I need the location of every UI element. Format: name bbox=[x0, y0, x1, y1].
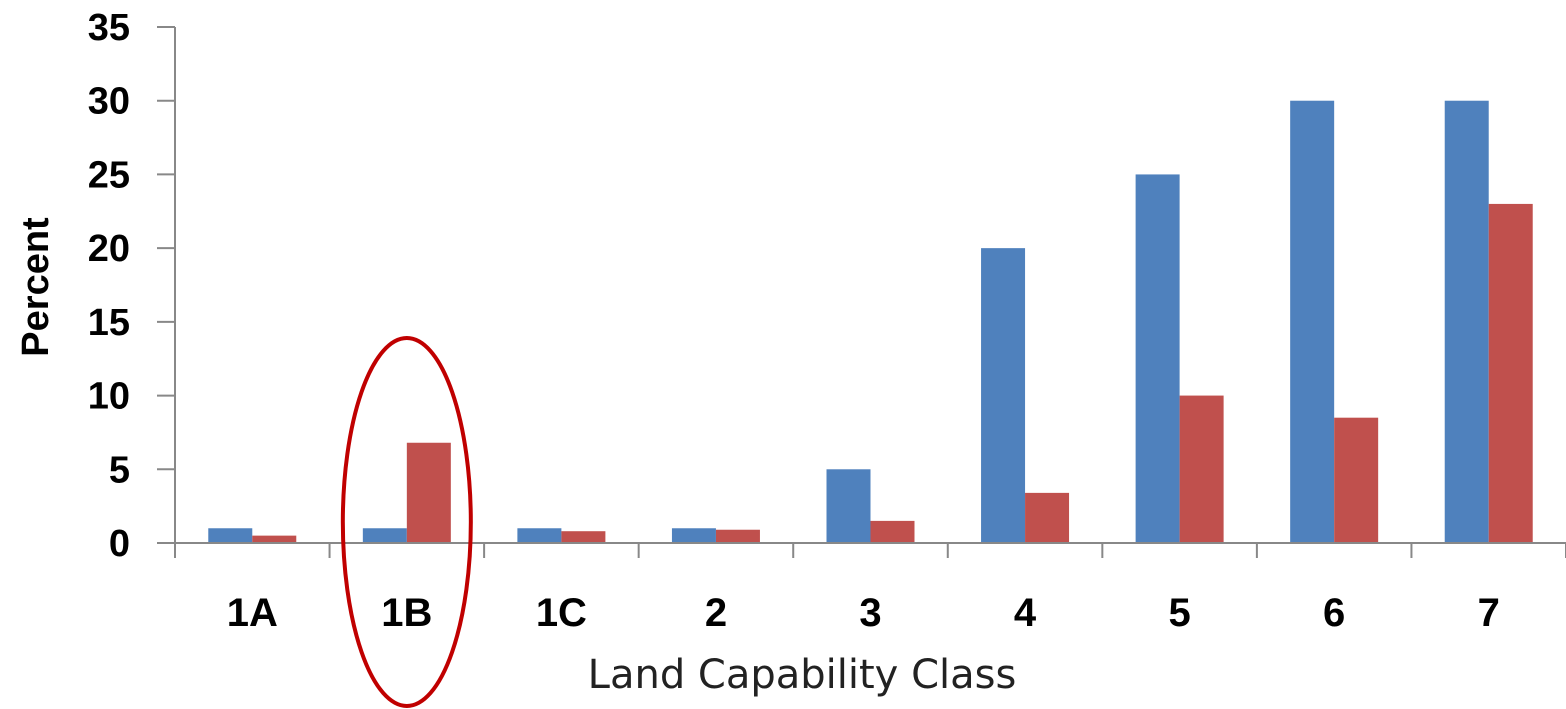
x-tick-label-1a: 1A bbox=[227, 591, 278, 635]
bar-series-2-6 bbox=[1334, 417, 1379, 543]
bar-series-1-3 bbox=[826, 469, 871, 543]
x-tick-label-5: 5 bbox=[1168, 591, 1190, 635]
bar-series-1-1c bbox=[517, 528, 562, 543]
x-axis-tick-labels: 1A 1B 1C 2 3 4 5 6 7 bbox=[227, 591, 1500, 635]
bars bbox=[208, 100, 1533, 543]
bar-series-2-7 bbox=[1488, 203, 1533, 543]
y-axis-label: Percent bbox=[15, 217, 57, 357]
highlight-ellipse bbox=[340, 336, 473, 708]
x-axis-label: Land Capability Class bbox=[588, 652, 1017, 698]
x-tick-label-7: 7 bbox=[1478, 591, 1500, 635]
bar-series-2-2 bbox=[715, 529, 760, 543]
x-tick-label-6: 6 bbox=[1323, 591, 1345, 635]
y-tick-label: 35 bbox=[88, 7, 130, 49]
bar-series-2-1c bbox=[561, 531, 606, 543]
y-tick-label: 20 bbox=[88, 228, 130, 270]
bar-series-1-6 bbox=[1290, 100, 1335, 543]
x-tick-label-1b: 1B bbox=[381, 591, 432, 635]
bar-series-2-4 bbox=[1025, 492, 1070, 543]
bar-series-1-5 bbox=[1135, 174, 1180, 543]
bar-series-1-4 bbox=[981, 248, 1026, 543]
x-tick-label-1c: 1C bbox=[536, 591, 587, 635]
y-tick-label: 0 bbox=[109, 523, 130, 565]
x-axis-ticks bbox=[174, 543, 1566, 558]
bar-series-2-1b bbox=[406, 442, 451, 543]
highlight-annotation bbox=[340, 336, 473, 708]
bar-series-1-2 bbox=[671, 528, 716, 543]
y-axis-ticks: 0 5 10 15 20 25 30 35 bbox=[88, 7, 176, 565]
bar-series-2-1a bbox=[252, 535, 297, 543]
y-tick-label: 15 bbox=[88, 302, 130, 344]
y-tick-label: 5 bbox=[109, 449, 130, 491]
bar-series-2-3 bbox=[870, 520, 915, 543]
x-tick-label-3: 3 bbox=[859, 591, 881, 635]
bar-series-2-5 bbox=[1179, 395, 1224, 543]
x-tick-label-4: 4 bbox=[1014, 591, 1037, 635]
bar-series-1-1b bbox=[362, 528, 407, 543]
bar-series-1-7 bbox=[1444, 100, 1489, 543]
x-tick-label-2: 2 bbox=[705, 591, 727, 635]
y-tick-label: 10 bbox=[88, 376, 130, 418]
bar-series-1-1a bbox=[208, 528, 253, 543]
y-tick-label: 30 bbox=[88, 81, 130, 123]
y-tick-label: 25 bbox=[88, 154, 130, 196]
plot-area: 0 5 10 15 20 25 30 35 1A 1B 1C 2 3 4 5 6 7 bbox=[88, 7, 1566, 708]
